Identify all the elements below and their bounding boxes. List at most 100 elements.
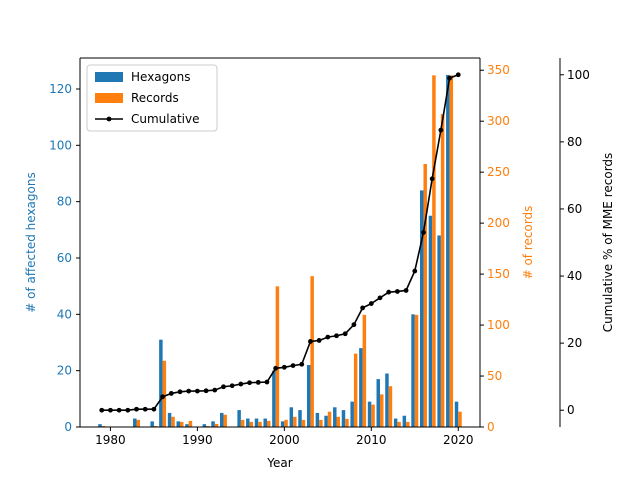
- cumulative-point: [264, 379, 270, 385]
- records-bar: [188, 420, 193, 427]
- hexagons-bar: [420, 190, 424, 427]
- records-bar: [153, 425, 158, 427]
- left-tick-label: 40: [57, 307, 72, 321]
- hexagons-bar: [306, 365, 311, 427]
- records-bar: [162, 360, 167, 427]
- records-bar: [414, 314, 419, 427]
- records-bar: [180, 421, 184, 427]
- records-bar: [362, 314, 367, 427]
- cumulative-point: [308, 339, 313, 344]
- records-bar: [423, 164, 427, 427]
- hexagons-bar: [246, 418, 250, 427]
- right-tick-label: 350: [487, 63, 510, 77]
- x-tick-label: 1990: [182, 433, 213, 447]
- cumulative-point: [447, 75, 452, 81]
- records-bar: [206, 425, 210, 427]
- cumulative-point: [351, 322, 357, 328]
- records-bar: [258, 421, 262, 427]
- cumulative-point: [116, 407, 122, 413]
- cumulative-point: [168, 391, 174, 396]
- cumulative-point: [186, 388, 192, 394]
- records-bar: [406, 421, 410, 427]
- hexagons-bar: [411, 314, 415, 427]
- right-tick-label: 150: [487, 267, 510, 281]
- hexagons-bar: [254, 418, 259, 427]
- cumulative-point: [325, 334, 331, 340]
- cumulative-point: [160, 394, 166, 400]
- cumulative-point: [273, 365, 279, 371]
- records-bar: [310, 276, 314, 427]
- cumulative-point: [455, 72, 461, 78]
- legend: Hexagons Records Cumulative: [86, 64, 218, 132]
- left-tick-label: 20: [57, 364, 72, 378]
- cumulative-point: [342, 331, 348, 337]
- right-tick-label: 100: [487, 318, 510, 332]
- left-tick-label: 100: [49, 138, 72, 152]
- left-tick-label: 120: [49, 82, 72, 96]
- right-tick-label: 300: [487, 114, 510, 128]
- right-axis-label: # of records: [521, 206, 535, 280]
- hexagons-bar: [211, 421, 215, 427]
- records-bar: [136, 419, 140, 427]
- right-tick-label: 250: [487, 165, 510, 179]
- hexagons-bar: [272, 370, 276, 427]
- hexagons-bar: [341, 410, 346, 427]
- right-tick-label: 50: [487, 369, 502, 383]
- x-axis-label: Year: [266, 456, 292, 470]
- hexagons-bar: [454, 401, 459, 427]
- records-bar: [336, 416, 340, 427]
- records-bar: [432, 75, 436, 427]
- hexagons-bar: [176, 421, 180, 427]
- cumulative-point: [212, 387, 218, 393]
- hexagons-bar: [159, 339, 163, 427]
- cumulative-line-layer: [99, 72, 461, 413]
- x-tick-label: 2000: [269, 433, 300, 447]
- records-legend-swatch: [95, 93, 123, 103]
- axes-layer: 1980 1990 2000 2010 2020Year020406080100120#…: [24, 57, 615, 470]
- records-bar: [101, 425, 106, 427]
- records-bar: [266, 420, 271, 427]
- records-bar: [319, 419, 323, 427]
- cumulative-point: [316, 338, 322, 343]
- cumulative-point: [177, 389, 183, 395]
- cumulative-point: [421, 230, 426, 235]
- cumulative-point: [142, 406, 148, 412]
- cumulative-point: [134, 406, 139, 412]
- hexagons-bar: [202, 424, 207, 427]
- cumulative-point: [394, 289, 400, 294]
- legend-label: Records: [131, 91, 179, 105]
- cumulative-point: [290, 363, 296, 369]
- cumulative-tick-label: 0: [567, 403, 575, 417]
- records-bar: [397, 421, 401, 427]
- records-bar: [327, 411, 332, 427]
- cumulative-point: [360, 305, 366, 311]
- records-bar: [284, 419, 288, 427]
- cumulative-point: [281, 364, 287, 370]
- left-tick-label: 0: [64, 420, 72, 434]
- records-bar: [458, 411, 462, 427]
- records-bar: [449, 75, 454, 427]
- hexagons-bar: [263, 418, 267, 427]
- hexagons-legend-swatch: [95, 72, 123, 82]
- hexagons-bar: [428, 215, 433, 427]
- cumulative-point: [194, 388, 200, 394]
- cumulative-point: [151, 406, 157, 412]
- cumulative-point: [99, 407, 105, 413]
- x-tick-label: 1980: [95, 433, 126, 447]
- records-bar: [249, 421, 254, 427]
- hexagons-bar: [167, 412, 172, 427]
- hexagons-bar: [298, 410, 302, 427]
- records-bar: [171, 416, 175, 427]
- hexagons-bar: [150, 421, 154, 427]
- records-bar: [371, 404, 375, 427]
- hexagons-bar: [237, 410, 241, 427]
- records-bar: [353, 353, 358, 427]
- cumulative-point: [429, 176, 435, 182]
- records-bar: [240, 419, 245, 427]
- records-bar: [214, 423, 219, 427]
- records-bar: [301, 419, 306, 427]
- x-tick-label: 2020: [443, 433, 474, 447]
- hexagons-bar: [437, 235, 441, 427]
- hexagons-bar: [220, 412, 224, 427]
